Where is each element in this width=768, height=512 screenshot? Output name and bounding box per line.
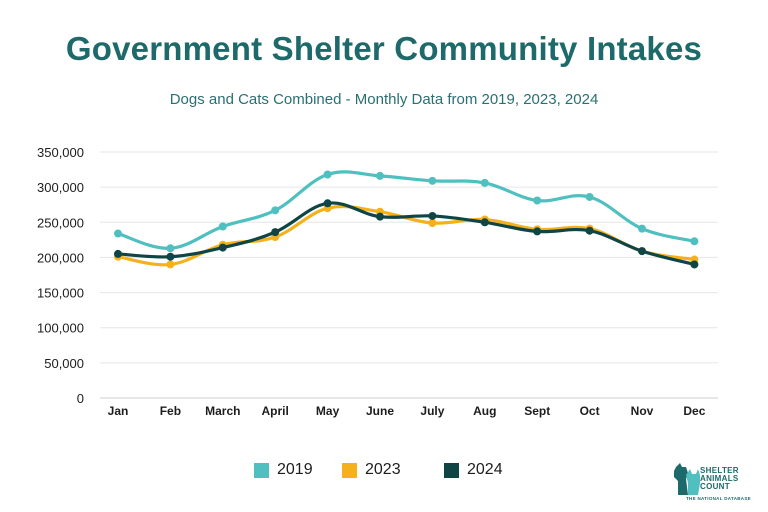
y-tick-label: 250,000 [37,215,84,230]
x-tick-label: Sept [524,404,550,418]
data-point-2024 [480,218,489,227]
data-point-2019 [166,244,175,253]
data-point-2024 [376,212,384,221]
data-point-2024 [690,260,699,269]
legend-item-2023: 2023 [342,461,401,479]
logo-wordmark: SHELTER ANIMALS COUNT [700,467,739,491]
x-tick-label: Nov [631,404,654,418]
data-point-2023 [166,260,175,269]
legend-item-2024: 2024 [444,461,503,479]
data-point-2023 [428,218,437,227]
data-point-2024 [428,211,437,220]
y-tick-label: 100,000 [37,321,84,336]
data-point-2019 [218,222,227,231]
chart-subtitle: Dogs and Cats Combined - Monthly Data fr… [169,91,599,108]
data-point-2024 [638,247,646,256]
data-point-2024 [166,252,175,261]
y-tick-label: 200,000 [37,250,84,265]
legend-swatch-2019 [254,462,269,478]
y-tick-label: 150,000 [37,286,84,301]
data-point-2024 [323,199,332,208]
chart-title: Government Shelter Community Intakes [65,30,703,67]
data-point-2019 [480,178,489,187]
x-tick-label: Aug [473,404,496,418]
legend-label-2023: 2023 [365,461,401,478]
x-tick-label: April [262,404,289,418]
dog-cat-silhouette-icon [674,463,700,495]
data-point-2019 [585,192,594,201]
legend: 2019 2023 2024 [0,461,768,481]
x-tick-label: May [316,404,340,418]
logo-tagline: THE NATIONAL DATABASE [686,496,751,501]
logo-line-1: SHELTER [700,466,739,475]
y-tick-label: 300,000 [37,180,84,195]
logo-line-3: COUNT [700,482,730,491]
legend-swatch-2024 [444,462,459,478]
data-point-2019 [533,196,542,205]
logo-line-2: ANIMALS [700,474,739,483]
data-point-2024 [585,226,594,235]
data-point-2019 [376,171,384,180]
y-axis-ticks: 0 50,000 100,000 150,000 200,000 250,000 300,0… [37,145,84,406]
series-2019 [114,170,699,253]
data-point-2024 [114,249,122,258]
data-point-2019 [323,170,332,179]
series-line-2024 [116,201,696,267]
y-tick-label: 0 [77,391,84,406]
data-point-2019 [271,206,280,215]
data-point-2019 [114,229,122,238]
y-tick-label: 350,000 [37,145,84,160]
x-axis-ticks: Jan Feb March April May June July Aug Sept Oct Nov… [108,404,706,418]
legend-swatch-2023 [342,462,357,478]
series-lines [114,170,699,269]
legend-item-2019: 2019 [254,461,313,479]
data-point-2019 [638,224,646,233]
x-tick-label: Dec [683,404,705,418]
x-tick-label: Feb [160,404,181,418]
x-tick-label: March [205,404,240,418]
data-point-2024 [271,228,280,237]
data-point-2024 [533,227,542,236]
y-tick-label: 50,000 [44,356,84,371]
x-tick-label: July [420,404,444,418]
legend-label-2024: 2024 [467,461,503,478]
data-point-2019 [428,176,437,185]
grid-lines [100,151,718,399]
data-point-2024 [218,243,227,252]
x-tick-label: June [366,404,394,418]
legend-label-2019: 2019 [277,461,313,478]
series-2024 [114,199,699,269]
x-tick-label: Jan [108,404,129,418]
data-point-2019 [690,237,699,246]
x-tick-label: Oct [580,404,600,418]
shelter-animals-count-logo: SHELTER ANIMALS COUNT THE NATIONAL DATAB… [672,459,764,505]
